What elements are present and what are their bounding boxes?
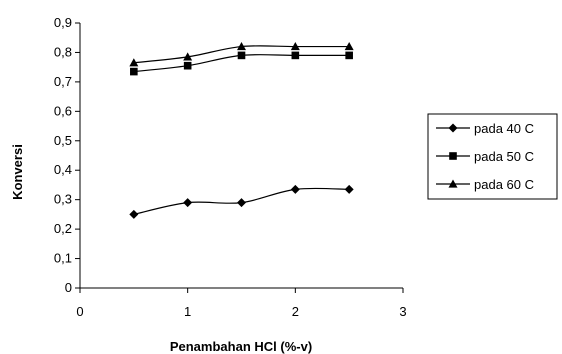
x-tick-label: 3: [399, 304, 406, 319]
data-point-triangle: [129, 58, 139, 67]
series-layer: [129, 42, 354, 219]
x-axis-title: Penambahan HCl (%-v): [170, 339, 312, 354]
y-axis-title: Konversi: [10, 144, 25, 200]
y-tick-label: 0,5: [54, 133, 72, 148]
data-point-triangle: [344, 42, 354, 51]
data-point-square: [345, 51, 353, 60]
legend-label: pada 60 C: [474, 177, 534, 192]
y-tick-label: 0,7: [54, 74, 72, 89]
y-tick-label: 0,8: [54, 44, 72, 59]
y-tick-label: 0,3: [54, 192, 72, 207]
x-tick-label: 1: [184, 304, 191, 319]
legend-marker-triangle: [448, 179, 458, 188]
y-tick-label: 0,4: [54, 162, 72, 177]
data-point-triangle: [237, 42, 246, 51]
y-axis-ticks: 0 0,1 0,2 0,3 0,4 0,5 0,6 0,7 0,8 0,9: [54, 15, 80, 295]
legend-entry: pada 50 C: [436, 149, 534, 164]
series-diamond: [129, 184, 354, 219]
x-axis-ticks: 0 1 2 3: [76, 288, 407, 319]
x-tick-label: 2: [292, 304, 299, 319]
data-point-triangle: [290, 42, 300, 51]
data-point-diamond: [129, 209, 139, 219]
data-point-diamond: [183, 198, 193, 208]
y-tick-label: 0,2: [54, 221, 72, 236]
data-point-triangle: [183, 52, 193, 61]
data-point-square: [237, 51, 246, 60]
legend-marker-diamond: [448, 123, 458, 133]
series-square: [130, 51, 353, 76]
legend-entry: pada 60 C: [436, 177, 534, 192]
data-point-diamond: [344, 184, 354, 194]
data-point-square: [130, 67, 138, 76]
y-tick-label: 0,1: [54, 251, 72, 266]
data-point-diamond: [237, 198, 246, 208]
legend-label: pada 40 C: [474, 121, 534, 136]
legend-entry: pada 40 C: [436, 121, 534, 136]
y-tick-label: 0,6: [54, 103, 72, 118]
legend-marker-square: [449, 152, 457, 160]
series-triangle: [129, 42, 354, 67]
data-point-square: [183, 61, 192, 70]
y-tick-label: 0,9: [54, 15, 72, 30]
data-point-diamond: [290, 184, 300, 194]
legend-label: pada 50 C: [474, 149, 534, 164]
x-tick-label: 0: [76, 304, 83, 319]
y-tick-label: 0: [65, 280, 72, 295]
legend: pada 40 C pada 50 C pada 60 C: [427, 113, 558, 200]
data-point-square: [291, 51, 300, 60]
